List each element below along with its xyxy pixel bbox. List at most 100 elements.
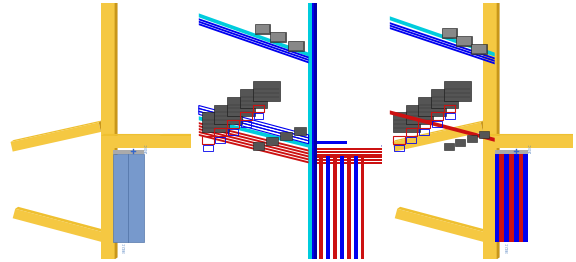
Polygon shape <box>199 128 309 157</box>
Polygon shape <box>115 1 118 259</box>
Bar <box>333 156 337 259</box>
Bar <box>271 33 285 41</box>
Bar <box>432 121 442 127</box>
Bar <box>253 81 280 101</box>
Polygon shape <box>483 134 576 136</box>
Bar <box>444 81 471 101</box>
Polygon shape <box>191 134 194 148</box>
Polygon shape <box>381 144 393 156</box>
Bar <box>270 32 286 42</box>
Bar <box>317 156 386 159</box>
Bar <box>314 3 317 259</box>
Polygon shape <box>483 136 573 148</box>
Bar <box>228 129 238 135</box>
Bar <box>518 154 523 242</box>
Polygon shape <box>199 122 309 152</box>
Polygon shape <box>199 116 309 148</box>
Bar <box>431 112 443 120</box>
Polygon shape <box>13 209 104 242</box>
Bar <box>319 156 323 259</box>
Bar <box>457 37 471 45</box>
Polygon shape <box>483 1 499 3</box>
Bar <box>479 131 489 138</box>
Text: 2700.C: 2700.C <box>529 143 533 152</box>
Polygon shape <box>497 1 499 259</box>
Bar <box>203 145 213 151</box>
Bar <box>214 128 226 136</box>
Bar <box>227 120 239 128</box>
Polygon shape <box>483 230 488 242</box>
Polygon shape <box>101 1 118 3</box>
Bar <box>509 154 514 242</box>
Polygon shape <box>191 134 194 148</box>
Polygon shape <box>199 18 309 58</box>
Bar <box>467 135 477 142</box>
Polygon shape <box>481 121 486 132</box>
Bar <box>312 3 314 259</box>
Polygon shape <box>199 125 309 155</box>
Bar <box>354 156 358 259</box>
Bar <box>317 148 386 150</box>
Bar <box>215 137 225 143</box>
Bar <box>523 154 528 242</box>
Bar <box>202 112 229 132</box>
Text: -3862.C: -3862.C <box>506 243 510 254</box>
Bar <box>240 89 267 108</box>
Polygon shape <box>160 134 194 136</box>
Bar <box>418 120 430 128</box>
Polygon shape <box>101 230 107 242</box>
Bar <box>431 89 458 108</box>
Bar <box>456 139 465 146</box>
Bar <box>317 162 386 164</box>
Bar <box>514 154 518 242</box>
Polygon shape <box>10 121 102 142</box>
Bar <box>483 3 497 259</box>
Polygon shape <box>98 121 104 132</box>
Polygon shape <box>397 207 488 232</box>
Bar <box>361 156 365 259</box>
Bar <box>419 129 429 135</box>
Polygon shape <box>199 13 309 57</box>
Polygon shape <box>199 131 309 160</box>
Bar <box>280 132 292 140</box>
Bar <box>406 105 433 124</box>
Bar <box>471 44 487 53</box>
Bar <box>113 154 144 242</box>
Bar <box>504 154 509 242</box>
Bar <box>444 105 456 112</box>
Text: -3862.C: -3862.C <box>123 243 127 254</box>
Bar <box>317 141 347 144</box>
Bar <box>214 105 242 124</box>
Bar <box>317 159 386 161</box>
Bar <box>495 154 499 242</box>
Bar <box>418 97 446 116</box>
Bar <box>442 28 457 38</box>
Bar <box>443 29 456 37</box>
Bar <box>326 156 330 259</box>
Polygon shape <box>101 136 191 148</box>
Bar <box>499 154 504 242</box>
Polygon shape <box>393 122 483 152</box>
Polygon shape <box>199 23 309 63</box>
Bar <box>394 145 404 151</box>
Bar <box>340 156 344 259</box>
Bar <box>101 3 115 259</box>
Bar <box>256 25 270 33</box>
Bar <box>393 136 404 144</box>
Polygon shape <box>395 209 486 242</box>
Bar <box>317 151 386 152</box>
Polygon shape <box>160 136 191 148</box>
Bar <box>227 97 255 116</box>
Polygon shape <box>15 207 107 232</box>
Bar <box>407 137 416 143</box>
Bar <box>495 150 528 154</box>
Bar <box>445 113 454 119</box>
Polygon shape <box>393 121 484 142</box>
Bar <box>472 45 486 53</box>
Bar <box>253 105 264 112</box>
Polygon shape <box>390 22 495 59</box>
Polygon shape <box>199 134 309 163</box>
Bar <box>241 121 251 127</box>
Bar <box>255 24 270 34</box>
Polygon shape <box>101 134 194 136</box>
